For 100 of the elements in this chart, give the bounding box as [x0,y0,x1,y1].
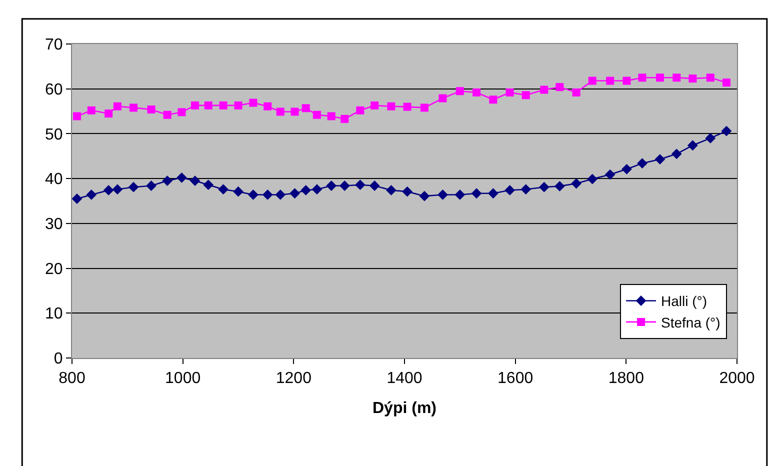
y-tick-label: 30 [45,216,63,234]
point [438,190,448,200]
point [354,180,366,190]
point [275,190,286,200]
point [402,186,412,197]
point [520,184,532,195]
point [248,190,258,200]
point [571,178,582,189]
point [264,102,272,110]
point [113,102,122,110]
x-tick-label: 1600 [498,370,534,388]
point [522,91,530,100]
point [604,169,616,180]
point [688,74,697,83]
point [326,180,337,191]
point [622,76,631,85]
point [387,102,396,110]
point [312,184,322,195]
point [472,88,481,96]
point [128,182,139,192]
point [588,76,596,85]
point [606,76,614,85]
point [104,110,113,118]
point [178,108,186,116]
point [234,101,242,110]
point [471,188,482,199]
point [276,108,284,116]
point [369,180,380,191]
point [671,148,682,160]
y-tick-label: 50 [45,126,63,144]
point [637,158,648,169]
point [130,104,138,112]
legend-label: Stefna (°) [661,314,720,330]
point [204,101,212,110]
point [103,185,114,196]
point [218,184,228,195]
point [370,101,379,110]
point [540,86,548,94]
point [302,104,310,112]
point [356,106,364,114]
point [190,176,200,186]
point [489,96,498,104]
point [203,180,214,190]
x-tick-label: 2000 [719,370,755,388]
point [219,101,228,110]
point [722,78,730,87]
y-tick-label: 20 [45,260,63,278]
point [191,101,200,110]
point [456,87,464,96]
legend-label: Halli (°) [661,293,708,310]
point [327,112,336,120]
point [554,181,565,192]
point [386,185,396,196]
point [556,83,564,92]
point [454,190,466,200]
point [86,190,97,200]
x-tick-label: 1800 [608,370,644,388]
point [147,105,156,114]
y-tick-label: 40 [45,171,63,188]
point [687,140,698,151]
point [488,188,498,199]
point [622,164,632,174]
point [506,88,514,96]
point [339,180,350,191]
y-tick-label: 0 [54,350,63,368]
point [112,184,123,195]
point [146,180,156,191]
point [572,88,580,96]
point [721,126,732,136]
point [438,94,447,102]
point [290,108,299,116]
point [672,74,681,82]
point [538,182,550,192]
x-tick-label: 800 [58,370,86,388]
point [656,74,664,82]
point [176,172,187,183]
point [312,110,321,119]
point [87,106,96,114]
point [72,194,82,204]
x-axis-title: Dýpi (m) [372,400,436,417]
point [705,133,716,144]
y-tick-label: 70 [45,36,63,54]
point [587,174,598,184]
point [300,185,312,196]
point [162,176,173,186]
y-tick-label: 10 [45,306,63,323]
point [420,104,428,112]
x-tick-label: 1400 [386,370,422,388]
point [504,185,515,196]
point [249,98,258,107]
point [403,102,412,111]
x-tick-label: 1000 [165,370,201,388]
x-tick-label: 1200 [276,370,312,388]
point [290,188,300,199]
point [419,190,430,202]
point [638,74,646,82]
point [262,190,273,200]
point [233,186,244,197]
y-tick-label: 60 [45,81,63,98]
point [72,112,81,120]
